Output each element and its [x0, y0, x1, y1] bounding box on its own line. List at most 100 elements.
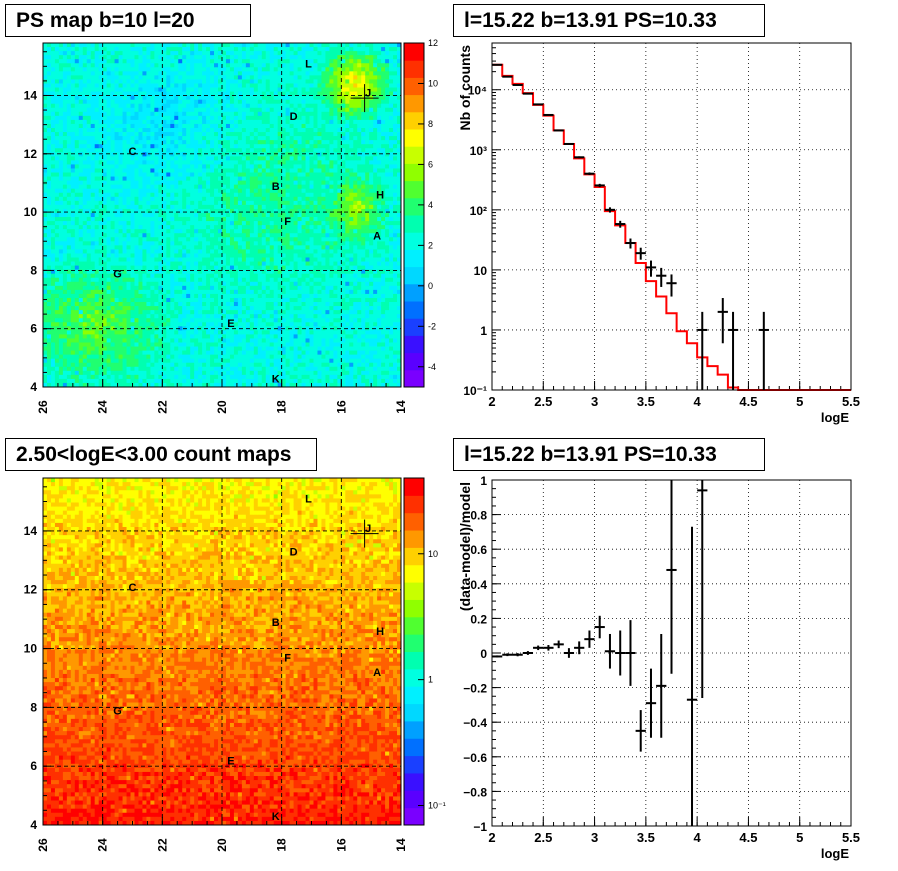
colorbar-tick-label: 10 — [428, 549, 438, 559]
colorbar-bin — [404, 790, 424, 809]
residual-x-tick-label: 4 — [694, 830, 702, 845]
colorbar-bin — [404, 703, 424, 722]
colorbar-bin — [404, 772, 424, 791]
residual-x-tick-label: 5.5 — [842, 830, 860, 845]
source-label-E: E — [227, 755, 234, 767]
residual-y-tick-label: −0.8 — [463, 785, 487, 799]
residual-title: l=15.22 b=13.91 PS=10.33 — [453, 438, 765, 471]
colorbar-bin — [404, 720, 424, 739]
residual-x-tick-label: 2.5 — [534, 830, 552, 845]
colorbar-bin — [404, 43, 424, 61]
residual-y-tick-label: −0.4 — [463, 716, 487, 730]
ps_map-y-tick-label: 8 — [30, 263, 37, 277]
residual-x-tick-label: 3.5 — [637, 830, 655, 845]
count_map-y-tick-label: 14 — [24, 524, 38, 538]
ps_map-y-tick-label: 4 — [30, 380, 37, 394]
count_map-y-tick-label: 8 — [30, 700, 37, 714]
residual-x-tick-label: 4.5 — [739, 830, 757, 845]
ps_map-cells — [43, 43, 402, 388]
colorbar-bin — [404, 495, 424, 514]
colorbar-bin — [404, 686, 424, 705]
spectrum-x-label: logE — [821, 410, 849, 425]
spectrum-y-tick-label: 1 — [480, 324, 487, 338]
residual-y-tick-label: 1 — [480, 474, 487, 488]
spectrum-x-tick-label: 3 — [591, 394, 598, 409]
count_map-x-tick-label: 18 — [275, 838, 289, 852]
ps_map-x-tick-label: 14 — [394, 400, 408, 414]
count_map-x-tick-label: 24 — [96, 838, 110, 852]
colorbar-bin — [404, 215, 424, 233]
residual-y-tick-label: 0 — [480, 647, 487, 661]
colorbar-bin — [404, 146, 424, 164]
colorbar-bin — [404, 512, 424, 531]
ps-map-title: PS map b=10 l=20 — [5, 4, 251, 37]
colorbar-tick-label: 4 — [428, 200, 433, 210]
residual-x-tick-label: 2 — [488, 830, 495, 845]
colorbar-bin — [404, 634, 424, 652]
ps_map-colorbar: 12 10 8 6 4 2 0 -2 -4 — [403, 38, 438, 388]
count_map-plot: 26 24 22 20 18 16 14 4 6 8 10 12 14 L J D C B H F A G E K 10 1 10⁻… — [24, 477, 446, 852]
colorbar-bin — [404, 651, 424, 670]
count_map-cells — [43, 478, 402, 826]
colorbar-tick-label: 8 — [428, 119, 433, 129]
colorbar-bin — [404, 266, 424, 285]
colorbar-bin — [404, 60, 424, 78]
source-label-B: B — [272, 617, 280, 629]
ps_map-x-tick-label: 24 — [96, 400, 110, 414]
colorbar-bin — [404, 301, 424, 319]
colorbar-bin — [404, 77, 424, 96]
source-label-G: G — [113, 268, 122, 280]
colorbar-bin — [404, 478, 424, 496]
ps_map-x-tick-label: 26 — [36, 400, 50, 414]
source-label-E: E — [227, 318, 234, 330]
colorbar-bin — [404, 111, 424, 130]
source-label-A: A — [373, 230, 381, 242]
count_map-x-tick-label: 20 — [215, 838, 229, 852]
source-label-A: A — [373, 667, 381, 679]
colorbar-tick-label: 10⁻¹ — [428, 801, 446, 811]
ps_map-plot: 26 24 22 20 18 16 14468101214LJDCBHFAGEK121086… — [24, 38, 438, 414]
residual-y-tick-label: −0.2 — [463, 682, 487, 696]
colorbar-bin — [404, 755, 424, 774]
colorbar-bin — [404, 616, 424, 635]
ps_map-x-tick-label: 20 — [215, 400, 229, 414]
source-label-C: C — [129, 582, 137, 594]
residual-y-tick-label: 0.4 — [470, 578, 487, 592]
ps_map-y-tick-label: 12 — [24, 147, 38, 161]
spectrum-y-tick-label: 10⁻¹ — [463, 384, 487, 398]
spectrum-y-label: Nb of counts — [457, 45, 473, 131]
model-step-line — [492, 63, 851, 391]
source-label-D: D — [290, 547, 298, 559]
residual-y-tick-label: 0.2 — [470, 612, 487, 626]
colorbar-bin — [404, 318, 424, 336]
source-label-L: L — [305, 494, 312, 506]
colorbar-tick-label: 10 — [428, 78, 438, 88]
source-label-H: H — [376, 190, 384, 202]
residual-frame — [491, 479, 852, 827]
ps_map-x-tick-label: 22 — [155, 400, 169, 414]
spectrum-y-tick-label: 10² — [470, 204, 487, 218]
ps_map-y-tick-label: 10 — [24, 205, 38, 219]
colorbar-bin — [404, 547, 424, 566]
source-label-H: H — [376, 626, 384, 638]
source-label-D: D — [290, 111, 298, 123]
count_map-colorbar: 10 1 10⁻¹ — [403, 477, 446, 826]
colorbar-frame — [403, 477, 425, 826]
spectrum-x-tick-label: 3.5 — [637, 394, 655, 409]
colorbar-tick-label: -4 — [428, 362, 436, 372]
source-label-K: K — [272, 811, 280, 823]
ps_map-x-tick-label: 18 — [275, 400, 289, 414]
spectrum-x-tick-label: 5.5 — [842, 394, 860, 409]
colorbar-bin — [404, 94, 424, 113]
count_map-x-tick-label: 14 — [394, 838, 408, 852]
residual-y-label: (data-model)/model — [457, 482, 473, 611]
source-label-F: F — [284, 216, 291, 228]
count_map-y-tick-label: 4 — [30, 818, 37, 832]
spectrum-y-tick-label: 10⁴ — [468, 84, 487, 98]
colorbar-tick-label: 1 — [428, 675, 433, 685]
spectrum-frame — [491, 42, 852, 391]
count_map-x-tick-label: 26 — [36, 838, 50, 852]
spectrum-plot: 2 2.5 3 3.5 4 4.5 5 5.5 10⁻¹ 1 10 10² 10³ 10⁴ logE Nb o… — [457, 42, 860, 425]
residual-x-tick-label: 3 — [591, 830, 598, 845]
